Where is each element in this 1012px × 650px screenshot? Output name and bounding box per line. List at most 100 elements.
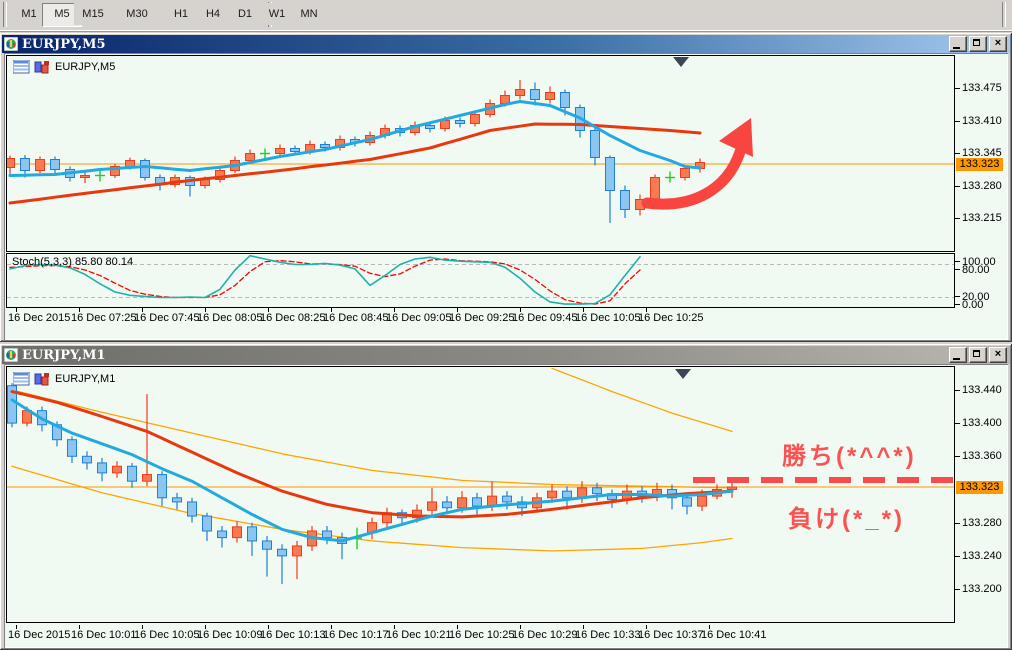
- time-tick: [583, 308, 584, 312]
- minimize-button[interactable]: [949, 36, 967, 52]
- time-axis-label: 16 Dec 2015: [8, 312, 71, 324]
- time-tick: [331, 625, 332, 629]
- indicator-axis-label: 80.00: [962, 264, 990, 276]
- restore-button[interactable]: [969, 36, 987, 52]
- time-tick: [457, 308, 458, 312]
- time-tick: [16, 308, 17, 312]
- time-axis-label: 16 Dec 09:25: [449, 312, 515, 324]
- price-axis-label: 133.440: [962, 383, 1002, 396]
- stochastic-canvas[interactable]: [7, 254, 954, 307]
- time-tick: [142, 308, 143, 312]
- time-tick: [394, 308, 395, 312]
- price-axis-label: 133.360: [962, 450, 1002, 463]
- timeframe-button-w1[interactable]: W1: [258, 3, 296, 25]
- price-axis-label: 133.345: [962, 147, 1002, 159]
- time-tick: [583, 625, 584, 629]
- price-tick: [955, 153, 960, 154]
- timeframe-toolbar: M1 M5 M15 M30 H1 H4 D1 W1 MN: [0, 0, 1012, 31]
- chart-shift-marker-m1[interactable]: [675, 369, 691, 379]
- m1-symbol-text: EURJPY,M1: [55, 373, 116, 385]
- time-axis-label: 16 Dec 10:25: [638, 312, 704, 324]
- restore-button[interactable]: [969, 347, 987, 363]
- m1-symbol-label: EURJPY,M1: [13, 372, 115, 386]
- window-chart-icon: [4, 348, 18, 362]
- price-tick: [955, 589, 960, 591]
- price-axis-label: 133.400: [962, 417, 1002, 430]
- time-axis-label: 16 Dec 10:41: [701, 629, 767, 641]
- quotes-table-icon: [13, 372, 30, 386]
- time-tick: [520, 308, 521, 312]
- indicator-tick: [955, 269, 960, 270]
- toolbar-divider-right: [1002, 2, 1006, 27]
- price-tick: [955, 522, 960, 524]
- time-tick: [394, 625, 395, 629]
- time-tick: [205, 308, 206, 312]
- stochastic-label: Stoch(5,3,3) 85.80 80.14: [12, 256, 134, 268]
- toolbar-gripper[interactable]: [3, 2, 7, 27]
- time-axis-label: 16 Dec 10:29: [512, 629, 578, 641]
- timeframe-button-h4[interactable]: H4: [194, 3, 232, 25]
- price-axis-label: 133.280: [962, 179, 1002, 192]
- window-title: EURJPY,M5: [22, 36, 106, 52]
- indicator-axis-label: 20.00: [962, 291, 990, 303]
- time-tick: [268, 308, 269, 312]
- time-axis-label: 16 Dec 09:05: [386, 312, 452, 324]
- timeframe-button-m30[interactable]: M30: [118, 3, 156, 25]
- time-axis-label: 16 Dec 10:17: [323, 629, 389, 641]
- price-tick: [955, 185, 960, 187]
- m5-chart-canvas[interactable]: [7, 56, 954, 251]
- titlebar-m5[interactable]: EURJPY,M5 ×: [2, 35, 1010, 53]
- m1-chart-canvas[interactable]: [7, 367, 954, 622]
- time-axis-label: 16 Dec 10:05: [134, 629, 200, 641]
- chart-shift-marker-m5[interactable]: [673, 57, 689, 67]
- time-tick: [205, 625, 206, 629]
- indicator-tick: [955, 261, 960, 262]
- titlebar-m1[interactable]: EURJPY,M1 ×: [2, 346, 1010, 364]
- price-tick: [955, 555, 960, 557]
- indicator-tick: [955, 304, 960, 305]
- price-tick: [955, 120, 960, 122]
- time-axis-label: 16 Dec 10:21: [386, 629, 452, 641]
- time-tick: [79, 308, 80, 312]
- close-button[interactable]: ×: [989, 36, 1007, 52]
- time-tick: [331, 308, 332, 312]
- m5-symbol-text: EURJPY,M5: [55, 61, 116, 73]
- bar-chart-icon: [34, 61, 49, 74]
- minimize-button[interactable]: [949, 347, 967, 363]
- time-axis-label: 16 Dec 10:25: [449, 629, 515, 641]
- price-axis-label: 133.215: [962, 212, 1002, 224]
- price-tick: [955, 456, 960, 458]
- timeframe-button-m1[interactable]: M1: [10, 3, 48, 25]
- time-tick: [79, 625, 80, 629]
- time-axis-label: 16 Dec 08:45: [323, 312, 389, 324]
- time-tick: [646, 308, 647, 312]
- timeframe-button-d1[interactable]: D1: [226, 3, 264, 25]
- time-axis-label: 16 Dec 10:13: [260, 629, 326, 641]
- time-tick: [520, 625, 521, 629]
- indicator-axis-label: 100.00: [962, 256, 996, 268]
- timeframe-button-mn[interactable]: MN: [290, 3, 328, 25]
- time-axis-label: 16 Dec 10:33: [575, 629, 641, 641]
- indicator-tick: [955, 296, 960, 297]
- annotation-win-text: 勝ち(*^^*): [782, 443, 917, 470]
- time-tick: [457, 625, 458, 629]
- m5-price-pane[interactable]: [6, 55, 955, 252]
- m5-symbol-label: EURJPY,M5: [13, 60, 115, 74]
- time-axis-label: 16 Dec 07:25: [71, 312, 137, 324]
- current-price-tag: 133.323: [956, 481, 1003, 494]
- time-axis-label: 16 Dec 07:45: [134, 312, 200, 324]
- time-tick: [142, 625, 143, 629]
- quotes-table-icon: [13, 60, 30, 74]
- timeframe-button-m15[interactable]: M15: [74, 3, 112, 25]
- window-chart-icon: [4, 37, 18, 51]
- price-tick: [955, 423, 960, 425]
- time-axis-label: 16 Dec 08:25: [260, 312, 326, 324]
- time-tick: [268, 625, 269, 629]
- price-tick: [955, 389, 960, 391]
- time-axis-label: 16 Dec 09:45: [512, 312, 578, 324]
- close-button[interactable]: ×: [989, 347, 1007, 363]
- time-tick: [709, 625, 710, 629]
- price-axis-label: 133.280: [962, 516, 1002, 529]
- timeframe-button-h1[interactable]: H1: [162, 3, 200, 25]
